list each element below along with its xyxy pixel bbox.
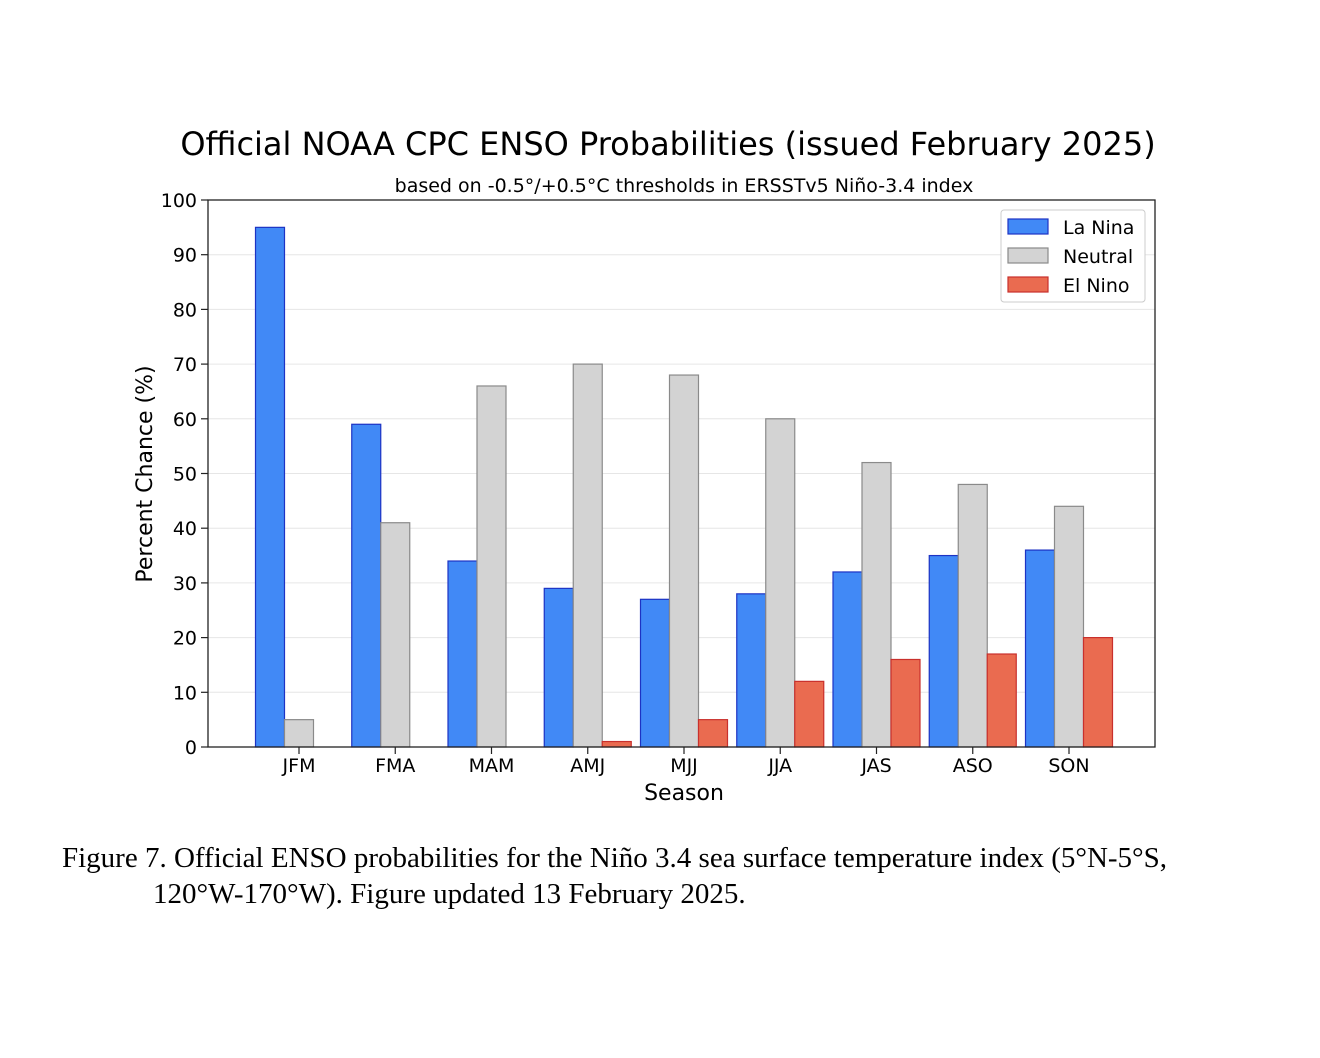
bar-neutral-jja xyxy=(765,418,796,748)
legend-swatch-el-nino xyxy=(1007,276,1049,293)
legend: La Nina Neutral El Nino xyxy=(1000,209,1146,303)
bar-neutral-son xyxy=(1053,505,1085,748)
x-tick-label-son: SON xyxy=(1048,755,1089,777)
figure-caption: Figure 7. Official ENSO probabilities fo… xyxy=(62,840,1282,912)
bar-la-nina-mam xyxy=(447,560,478,748)
bar-la-nina-jja xyxy=(736,593,767,748)
bar-la-nina-jfm xyxy=(254,226,286,748)
x-axis-label: Season xyxy=(644,781,724,806)
legend-items: La Nina Neutral El Nino xyxy=(1007,217,1134,297)
bar-la-nina-mjj xyxy=(639,598,671,748)
y-axis: 0 10 20 30 40 50 60 70 80 90 100 xyxy=(161,190,208,759)
bar-neutral-mam xyxy=(476,385,507,748)
x-tick-label-mjj: MJJ xyxy=(670,755,698,777)
bar-el-nino-amj xyxy=(601,740,632,748)
bar-neutral-mjj xyxy=(668,374,700,748)
bar-la-nina-son xyxy=(1024,549,1056,748)
bar-neutral-amj xyxy=(572,363,603,748)
legend-label-el-nino: El Nino xyxy=(1063,275,1129,297)
y-tick-label-0: 0 xyxy=(185,737,197,759)
x-tick-label-fma: FMA xyxy=(375,755,415,777)
x-tick-label-jja: JJA xyxy=(767,755,792,777)
chart-subtitle: based on -0.5°/+0.5°C thresholds in ERSS… xyxy=(395,175,974,197)
bar-la-nina-jas xyxy=(832,571,863,748)
bar-el-nino-jja xyxy=(794,680,825,748)
legend-label-la-nina: La Nina xyxy=(1063,217,1134,239)
bar-el-nino-jas xyxy=(890,658,921,748)
legend-swatch-neutral xyxy=(1007,247,1049,264)
bars xyxy=(254,226,1114,748)
bar-el-nino-son xyxy=(1082,636,1114,748)
x-tick-label-jfm: JFM xyxy=(282,755,316,777)
y-tick-label-80: 80 xyxy=(173,299,197,321)
y-axis-label: Percent Chance (%) xyxy=(133,365,158,582)
bar-la-nina-amj xyxy=(543,587,574,748)
enso-probability-chart: Official NOAA CPC ENSO Probabilities (is… xyxy=(133,125,1156,806)
bar-neutral-aso xyxy=(957,483,988,748)
legend-swatch-la-nina xyxy=(1007,218,1049,235)
bar-neutral-fma xyxy=(380,522,411,748)
caption-line-2: 120°W-170°W). Figure updated 13 February… xyxy=(153,878,746,910)
y-tick-label-10: 10 xyxy=(173,682,197,704)
x-tick-label-amj: AMJ xyxy=(570,755,605,777)
bar-neutral-jas xyxy=(861,461,892,748)
y-tick-label-40: 40 xyxy=(173,518,197,540)
y-tick-label-100: 100 xyxy=(161,190,197,212)
y-tick-label-30: 30 xyxy=(173,573,197,595)
bar-la-nina-aso xyxy=(928,554,959,748)
chart-title: Official NOAA CPC ENSO Probabilities (is… xyxy=(180,125,1155,163)
y-tick-label-90: 90 xyxy=(173,245,197,267)
x-axis: JFM FMA MAM AMJ MJJ JJA JAS ASO SON xyxy=(282,747,1090,777)
legend-label-neutral: Neutral xyxy=(1063,246,1133,268)
y-tick-label-70: 70 xyxy=(173,354,197,376)
bar-el-nino-mjj xyxy=(697,719,729,748)
x-tick-label-aso: ASO xyxy=(953,755,993,777)
y-tick-label-50: 50 xyxy=(173,464,197,486)
bar-la-nina-fma xyxy=(351,423,382,748)
y-tick-label-60: 60 xyxy=(173,409,197,431)
bar-el-nino-aso xyxy=(986,653,1017,748)
caption-line-1: Figure 7. Official ENSO probabilities fo… xyxy=(62,842,1168,874)
y-tick-label-20: 20 xyxy=(173,628,197,650)
bar-neutral-jfm xyxy=(283,719,315,748)
x-tick-label-mam: MAM xyxy=(469,755,515,777)
x-tick-label-jas: JAS xyxy=(860,755,891,777)
